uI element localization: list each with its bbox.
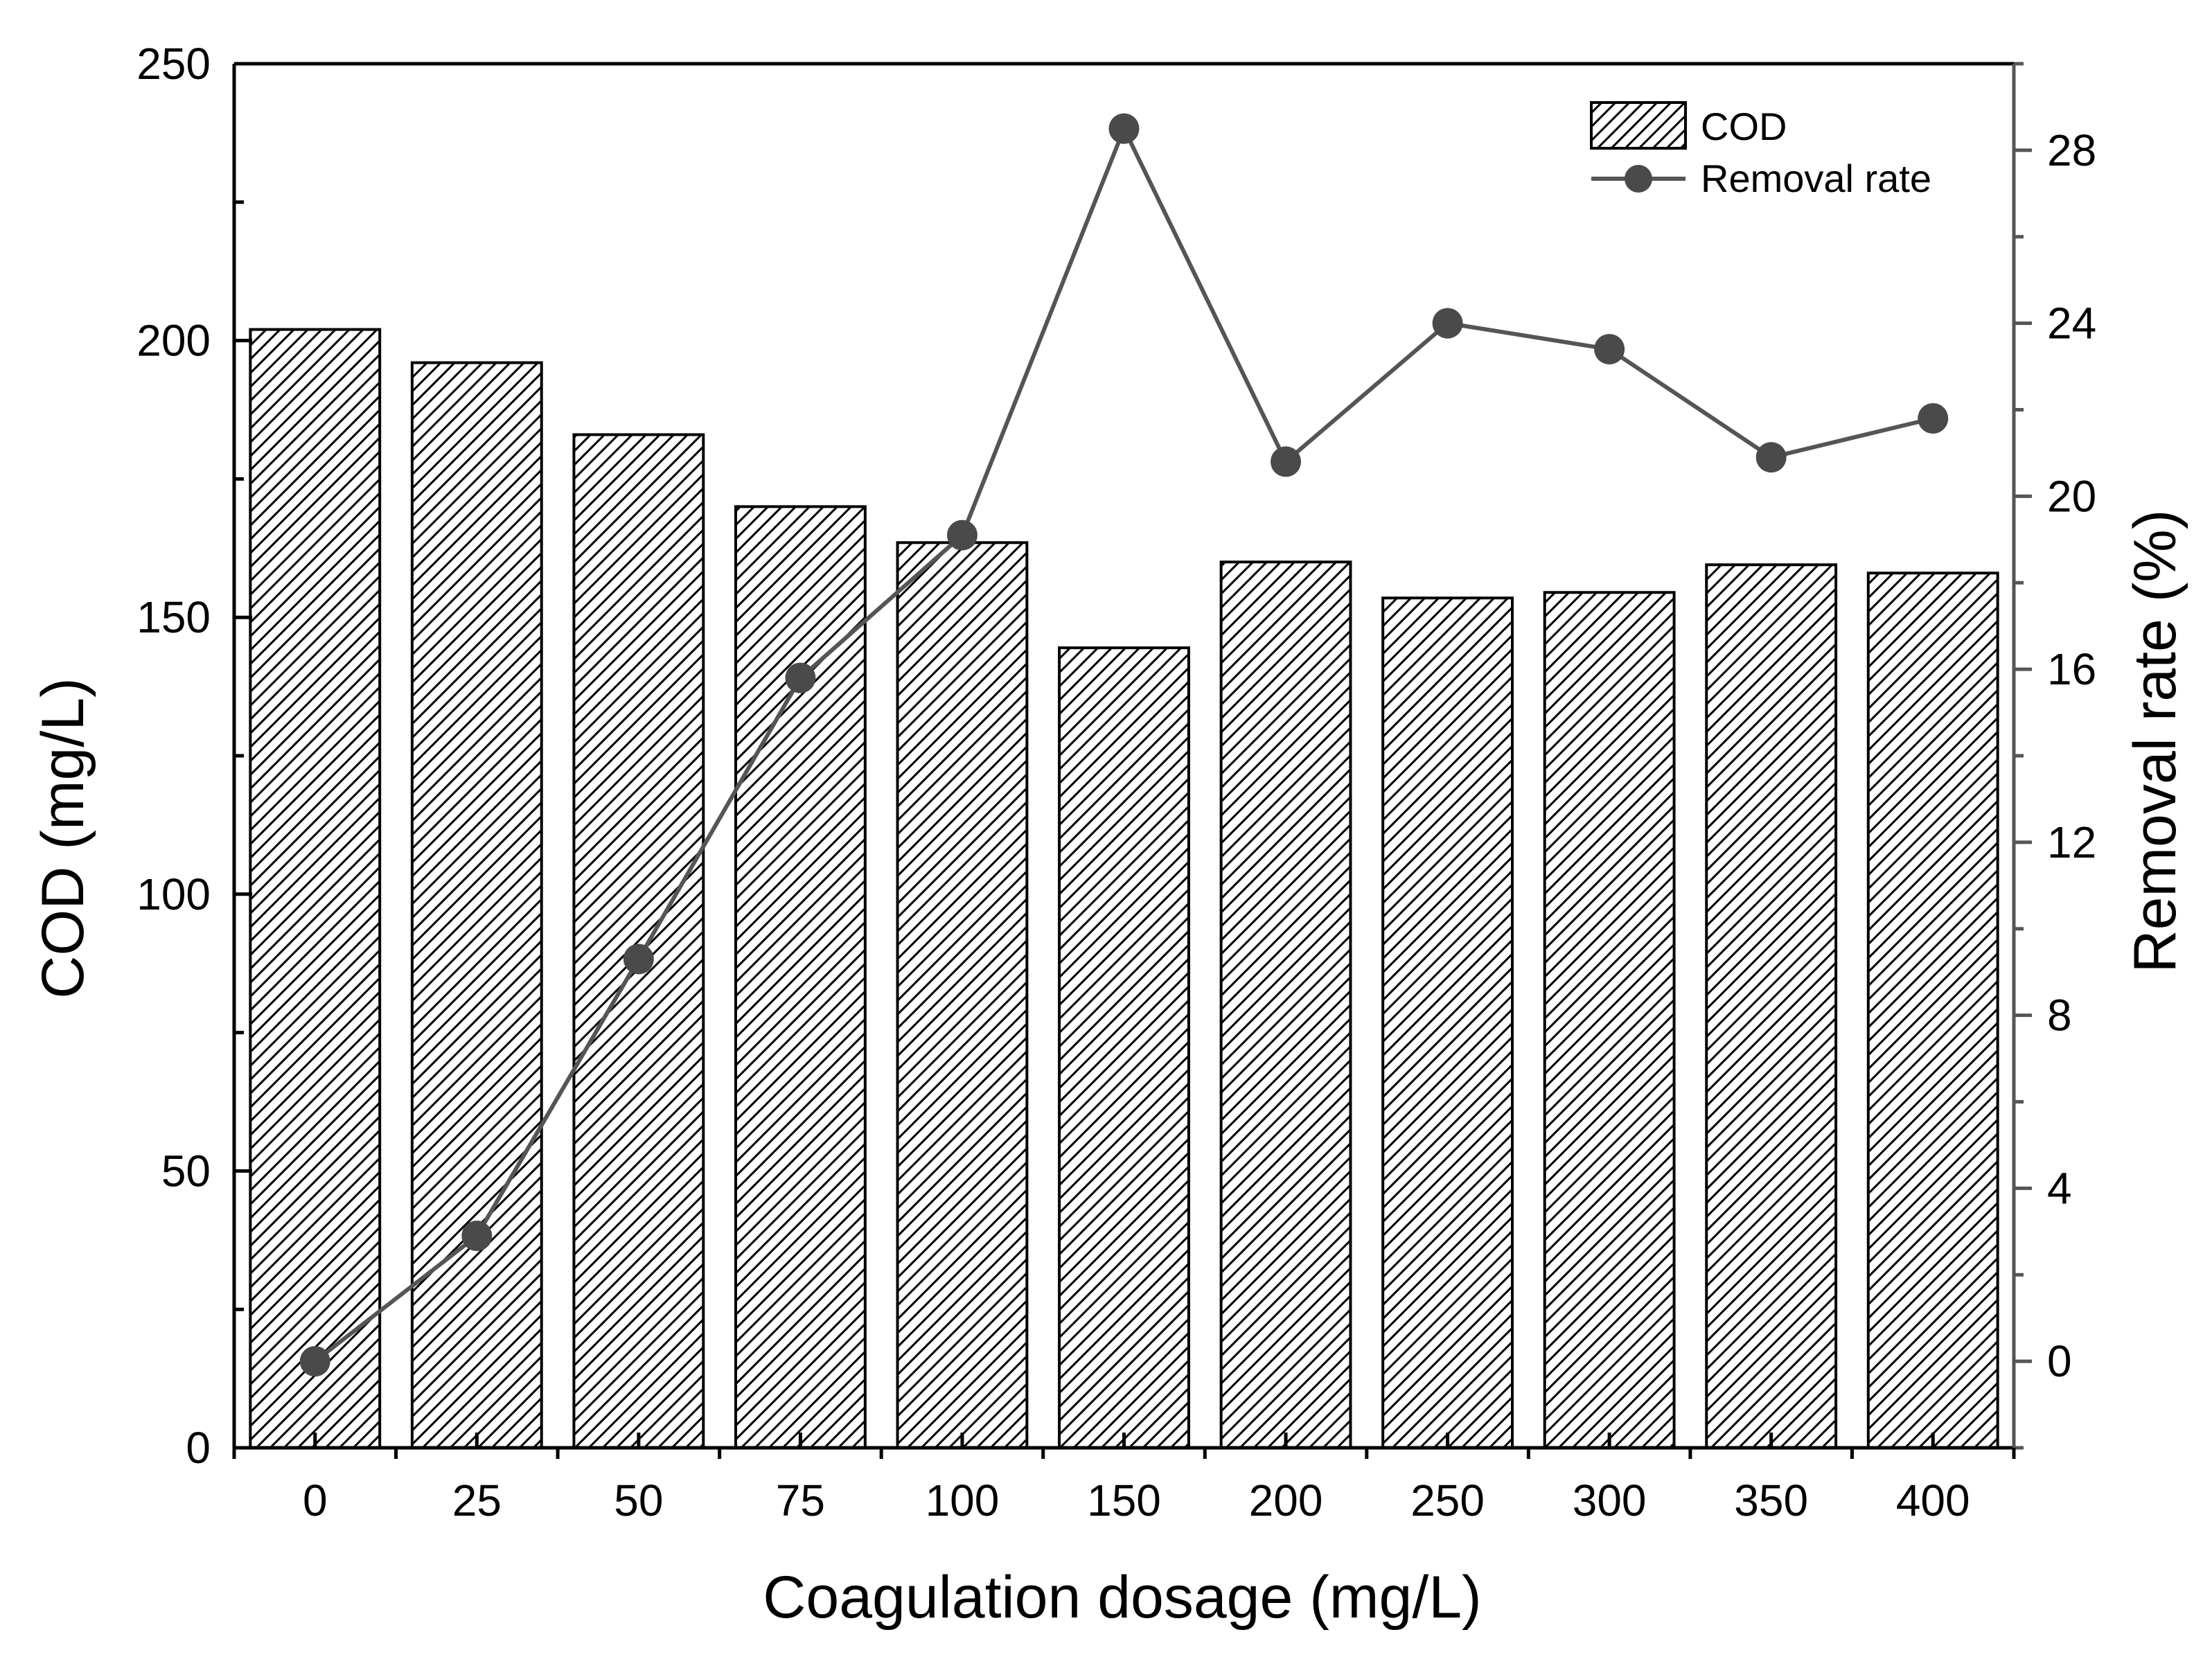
x-tick-label-250: 250 [1410, 1476, 1485, 1525]
x-tick-label-25: 25 [452, 1476, 502, 1525]
right-tick-label-0: 0 [2047, 1336, 2072, 1386]
x-tick-label-150: 150 [1087, 1476, 1161, 1525]
legend-removal-label: Removal rate [1701, 157, 1931, 200]
left-tick-label-150: 150 [136, 592, 211, 642]
x-tick-label-350: 350 [1734, 1476, 1808, 1525]
left-tick-label-100: 100 [136, 869, 211, 919]
left-tick-label-50: 50 [161, 1146, 211, 1196]
removal-rate-point-300 [1594, 334, 1625, 365]
left-tick-label-250: 250 [136, 39, 211, 89]
right-tick-label-24: 24 [2047, 299, 2096, 348]
y-axis-title-left: COD (mg/L) [30, 677, 96, 998]
y-axis-title-right: Removal rate (%) [2122, 509, 2188, 973]
cod-bar-350 [1705, 563, 1838, 1449]
cod-bars [249, 328, 1999, 1450]
x-tick-label-0: 0 [303, 1476, 328, 1525]
cod-bar-75 [734, 505, 867, 1449]
left-tick-label-0: 0 [186, 1423, 211, 1473]
legend-cod-label: COD [1701, 105, 1787, 148]
removal-rate-point-75 [785, 662, 816, 693]
cod-bar-400 [1866, 571, 1999, 1449]
x-tick-label-100: 100 [926, 1476, 1000, 1525]
removal-rate-point-400 [1918, 402, 1949, 434]
cod-bar-150 [1058, 646, 1190, 1449]
legend-cod-swatch [1590, 101, 1687, 150]
removal-rate-point-150 [1108, 113, 1140, 144]
x-tick-label-300: 300 [1573, 1476, 1647, 1525]
removal-rate-point-25 [461, 1221, 493, 1252]
cod-bar-25 [410, 361, 543, 1449]
left-tick-label-200: 200 [136, 316, 211, 366]
cod-bar-200 [1219, 560, 1352, 1449]
cod-bar-50 [572, 433, 705, 1449]
removal-rate-point-200 [1271, 446, 1302, 477]
right-tick-label-4: 4 [2047, 1163, 2072, 1213]
right-tick-label-20: 20 [2047, 471, 2096, 521]
legend-removal-marker [1625, 165, 1652, 193]
right-tick-label-28: 28 [2047, 125, 2096, 175]
x-tick-label-200: 200 [1249, 1476, 1323, 1525]
removal-rate-point-250 [1432, 308, 1463, 339]
cod-bar-300 [1543, 591, 1676, 1450]
x-tick-label-50: 50 [614, 1476, 663, 1525]
legend: COD Removal rate [1590, 101, 1931, 200]
x-axis-title: Coagulation dosage (mg/L) [763, 1564, 1481, 1631]
x-tick-label-75: 75 [776, 1476, 825, 1525]
removal-rate-point-350 [1755, 442, 1787, 473]
right-tick-label-16: 16 [2047, 644, 2096, 694]
right-tick-label-12: 12 [2047, 817, 2096, 867]
cod-bar-250 [1381, 596, 1514, 1449]
cod-bar-0 [249, 328, 382, 1450]
removal-rate-point-0 [299, 1346, 330, 1377]
removal-rate-point-100 [946, 520, 977, 551]
x-tick-label-400: 400 [1896, 1476, 1970, 1525]
cod-bar-100 [896, 541, 1029, 1449]
axes: 0 50 100 150 200 250 0 4 8 12 16 20 24 28 0 25 50 75 100 15… [136, 39, 2096, 1525]
right-tick-label-8: 8 [2047, 991, 2072, 1040]
removal-rate-series [299, 113, 1949, 1377]
removal-rate-point-50 [623, 943, 654, 975]
